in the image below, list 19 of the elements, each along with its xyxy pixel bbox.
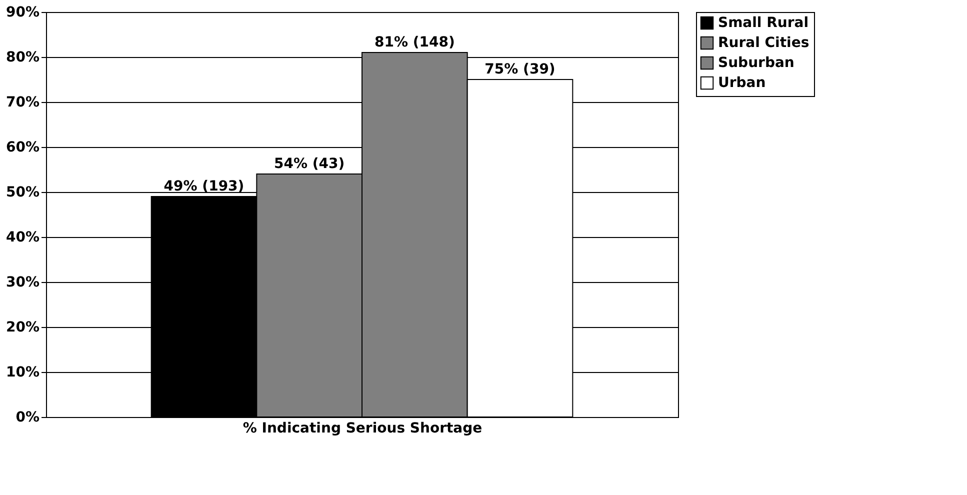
y-tick-label: 70% — [6, 94, 40, 110]
legend-label: Suburban — [718, 55, 794, 71]
y-tick-label: 60% — [6, 140, 40, 156]
y-tick-label: 10% — [6, 364, 40, 380]
legend-label: Small Rural — [718, 15, 808, 31]
x-axis-title: % Indicating Serious Shortage — [242, 420, 482, 436]
legend-label: Rural Cities — [718, 35, 810, 51]
y-tick-label: 0% — [16, 410, 40, 426]
y-tick-label: 90% — [6, 4, 40, 20]
data-label: 75% (39) — [484, 62, 556, 78]
y-tick-label: 80% — [6, 50, 40, 66]
y-tick-label: 30% — [6, 274, 40, 290]
data-label: 81% (148) — [374, 34, 455, 50]
y-tick-label: 20% — [6, 320, 40, 336]
y-tick-label: 40% — [6, 230, 40, 246]
data-label: 54% (43) — [274, 156, 345, 172]
y-tick-label: 50% — [6, 184, 40, 200]
legend-label: Urban — [718, 75, 766, 91]
data-label: 49% (193) — [164, 178, 244, 194]
